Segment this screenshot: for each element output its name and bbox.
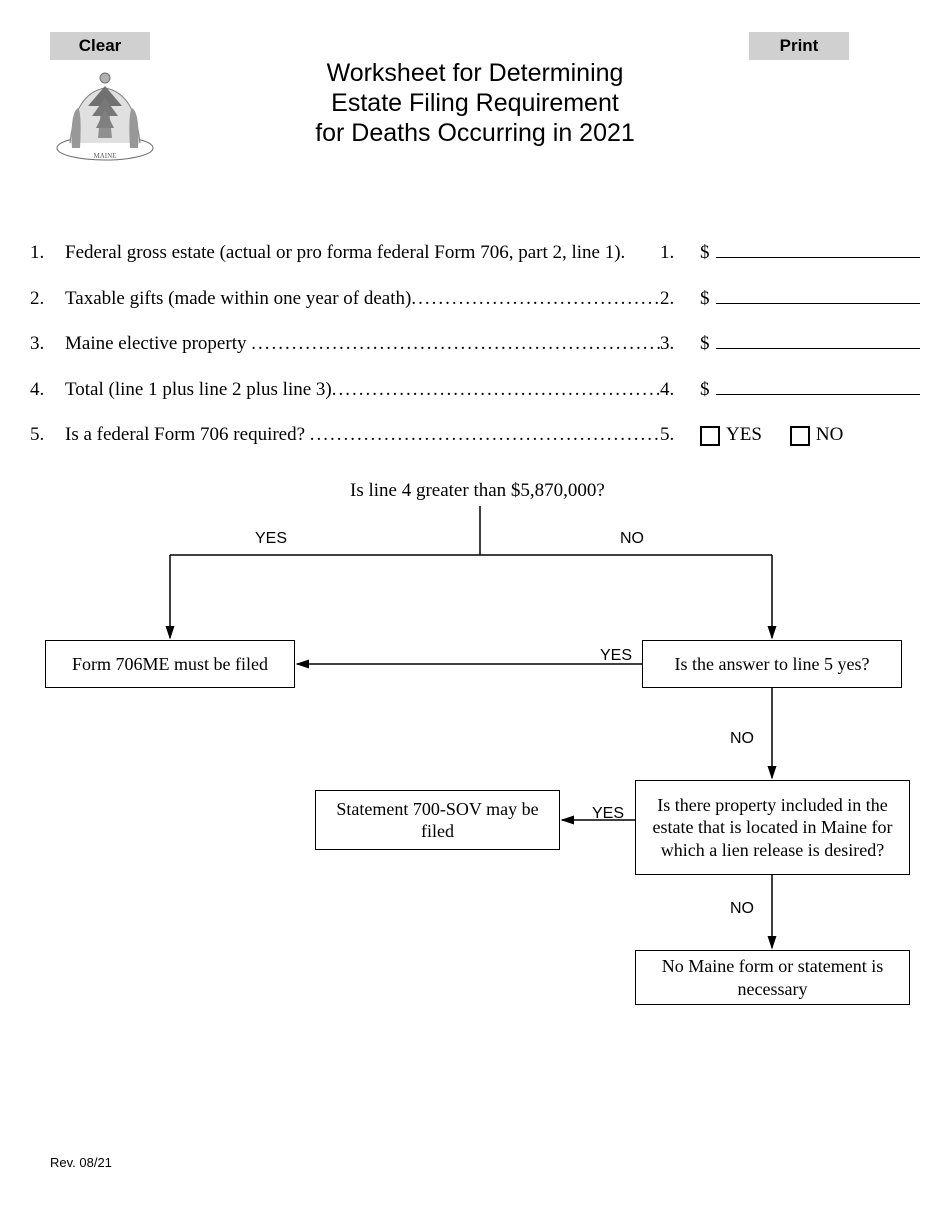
no-label: NO	[816, 422, 843, 449]
worksheet-row-4: 4. Total (line 1 plus line 2 plus line 3…	[30, 377, 920, 404]
amount-input-3[interactable]	[716, 331, 920, 349]
worksheet-row-2: 2. Taxable gifts (made within one year o…	[30, 286, 920, 313]
revision-footer: Rev. 08/21	[50, 1155, 112, 1170]
checkbox-yes[interactable]	[700, 426, 720, 446]
worksheet-row-3: 3. Maine elective property 3. $	[30, 331, 920, 358]
checkbox-no[interactable]	[790, 426, 810, 446]
amount-input-1[interactable]	[716, 240, 920, 258]
flow-box-form706me: Form 706ME must be filed	[45, 640, 295, 688]
flow-box-line5-question: Is the answer to line 5 yes?	[642, 640, 902, 688]
dollar-symbol: $	[700, 286, 714, 313]
page-title: Worksheet for Determining Estate Filing …	[0, 58, 950, 148]
item-description: Maine elective property	[65, 333, 660, 354]
flowchart-start-question: Is line 4 greater than $5,870,000?	[350, 480, 605, 502]
worksheet-row-5: 5. Is a federal Form 706 required? 5. YE…	[30, 422, 920, 449]
clear-button[interactable]: Clear	[50, 32, 150, 60]
dollar-symbol: $	[700, 377, 714, 404]
amount-input-2[interactable]	[716, 286, 920, 304]
title-line-3: for Deaths Occurring in 2021	[0, 118, 950, 148]
svg-text:MAINE: MAINE	[94, 152, 117, 160]
yes-label: YES	[726, 422, 762, 449]
amount-input-4[interactable]	[716, 377, 920, 395]
flow-label-no-1: NO	[620, 530, 644, 548]
flow-label-yes-3: YES	[592, 805, 624, 823]
line-reference: 2.	[660, 286, 700, 313]
flow-box-no-form: No Maine form or statement is necessary	[635, 950, 910, 1005]
item-number: 1.	[30, 240, 65, 267]
flow-label-yes-2: YES	[600, 647, 632, 665]
item-number: 5.	[30, 422, 65, 449]
worksheet-row-1: 1. Federal gross estate (actual or pro f…	[30, 240, 920, 267]
line-reference: 1.	[660, 240, 700, 267]
flow-label-no-2: NO	[730, 730, 754, 748]
flow-label-yes-1: YES	[255, 530, 287, 548]
flow-box-700sov: Statement 700-SOV may be filed	[315, 790, 560, 850]
item-number: 2.	[30, 286, 65, 313]
line-reference: 5.	[660, 422, 700, 449]
flowchart-section: Is line 4 greater than $5,870,000? YES N…	[30, 480, 920, 1040]
item-number: 4.	[30, 377, 65, 404]
print-button[interactable]: Print	[749, 32, 849, 60]
line-reference: 4.	[660, 377, 700, 404]
worksheet-section: 1. Federal gross estate (actual or pro f…	[30, 240, 920, 468]
dollar-symbol: $	[700, 331, 714, 358]
item-number: 3.	[30, 331, 65, 358]
flow-label-no-3: NO	[730, 900, 754, 918]
item-description: Federal gross estate (actual or pro form…	[65, 242, 625, 263]
item-description: Taxable gifts (made within one year of d…	[65, 288, 660, 309]
item-description: Is a federal Form 706 required?	[65, 424, 660, 445]
flow-box-lien-question: Is there property included in the estate…	[635, 780, 910, 875]
item-description: Total (line 1 plus line 2 plus line 3)	[65, 379, 660, 400]
title-line-1: Worksheet for Determining	[0, 58, 950, 88]
title-line-2: Estate Filing Requirement	[0, 88, 950, 118]
line-reference: 3.	[660, 331, 700, 358]
dollar-symbol: $	[700, 240, 714, 267]
